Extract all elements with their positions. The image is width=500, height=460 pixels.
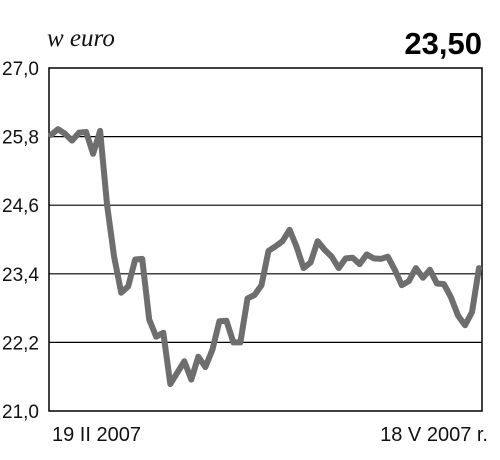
x-end-date-label: 18 V 2007 r. [380,424,488,446]
plot-frame [48,67,483,412]
y-tick-label: 21,0 [2,402,39,423]
series-line [48,126,482,388]
y-tick-label: 25,8 [2,128,39,149]
unit-label: w euro [47,25,115,52]
y-tick-label: 24,6 [2,196,39,217]
current-value: 23,50 [404,26,482,61]
y-tick-label: 23,4 [2,265,39,286]
x-start-date-label: 19 II 2007 [52,424,141,446]
y-axis-ticks: 21,0 22,2 23,4 24,6 25,8 27,0 [2,59,39,423]
y-tick-label: 27,0 [2,59,39,80]
y-tick-label: 22,2 [2,333,39,354]
